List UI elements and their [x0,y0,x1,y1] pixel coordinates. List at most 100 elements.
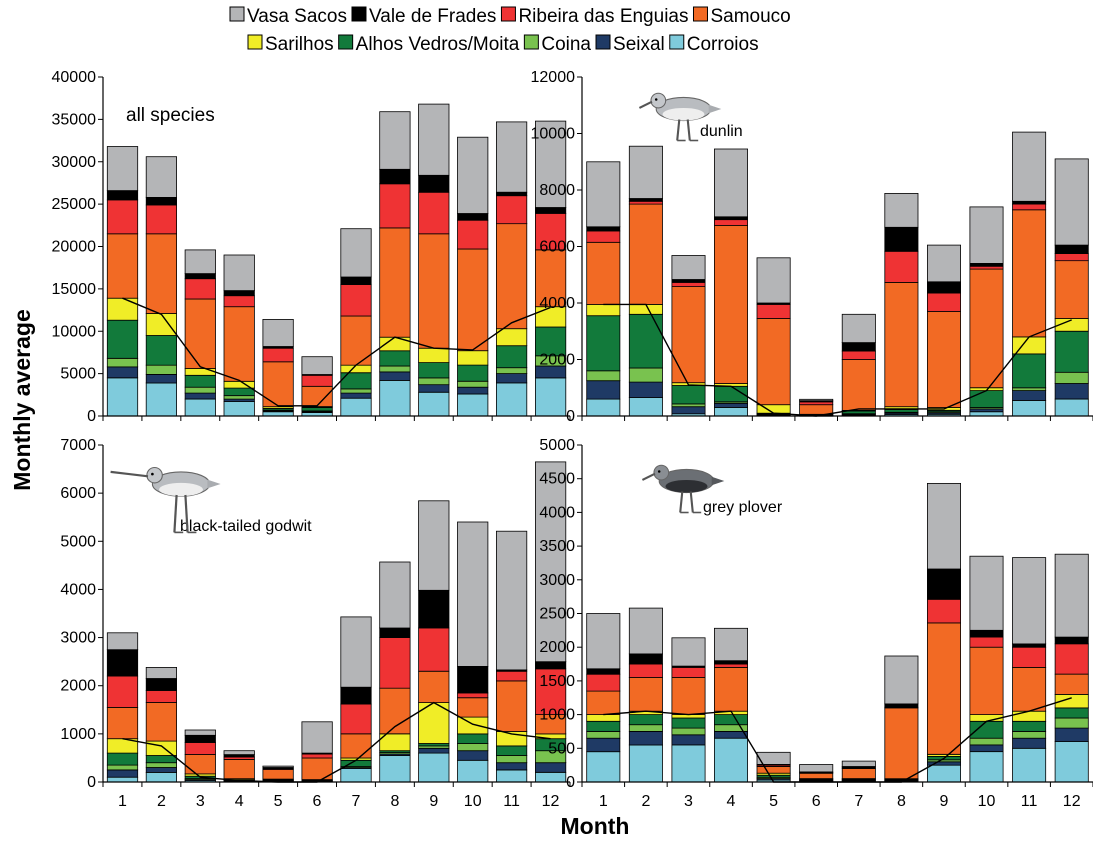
legend-swatch-sarilhos [247,34,263,50]
bar-black-tailed-godwit-m7-vale-de-frades [340,686,372,705]
black-tailed-godwit-icon [110,466,221,534]
bar-all-species-m11-seixal [495,373,528,384]
bar-grey-plover-m9-corroios [927,764,962,783]
bar-all-species-m6-samouco [301,385,333,407]
bar-black-tailed-godwit-m10-coina [457,743,489,752]
legend-label-ribeira-das-enguias: Ribeira das Enguias [518,6,688,27]
bar-dunlin-m5-samouco [756,318,791,406]
bar-black-tailed-godwit-m3-samouco [184,754,216,775]
bar-grey-plover-m8-vale-de-frades [884,703,919,708]
bar-dunlin-m11-corroios [1012,400,1047,417]
bar-grey-plover-m12-coina [1054,717,1089,729]
bar-all-species-m1-samouco [106,233,139,299]
bar-dunlin-m8-vale-de-frades [884,226,919,252]
x-tick-label: 6 [812,793,821,810]
panel-label-dunlin: dunlin [700,123,743,140]
bar-black-tailed-godwit-m10-ribeira-das-enguias [457,692,489,699]
legend-label-corroios: Corroios [687,34,759,55]
bar-all-species-m11-alhos-vedros-moita [495,345,528,369]
panel-grey-plover: 0 500 1000 1500 2000 2500 3000 3500 4000 4500 5000… [539,437,1093,810]
bar-grey-plover-m10-coina [969,737,1004,746]
bar-dunlin-m8-ribeira-das-enguias [884,250,919,283]
bar-black-tailed-godwit-m11-samouco [495,680,528,732]
bar-all-species-m1-vasa-sacos [106,146,139,191]
bar-dunlin-m12-alhos-vedros-moita [1054,330,1089,373]
y-tick-label: 3000 [60,630,96,647]
legend-label-samouco: Samouco [710,6,790,27]
bar-black-tailed-godwit-m1-corroios [106,776,139,783]
bar-dunlin-m6-vasa-sacos [799,398,834,402]
y-tick-label: 3500 [539,538,575,555]
bar-dunlin-m10-vasa-sacos [969,206,1004,264]
bar-grey-plover-m11-ribeira-das-enguias [1012,646,1047,668]
bar-all-species-m2-ribeira-das-enguias [145,204,177,235]
bar-all-species-m6-alhos-vedros-moita [301,407,333,412]
bar-all-species-m3-seixal [184,392,216,400]
bar-grey-plover-m4-samouco [714,667,749,712]
bar-grey-plover-m1-alhos-vedros-moita [586,720,621,732]
bar-grey-plover-m4-corroios [714,737,749,783]
bar-all-species-m1-alhos-vedros-moita [106,319,139,359]
bar-grey-plover-m12-corroios [1054,741,1089,783]
bar-dunlin-m11-vasa-sacos [1012,131,1047,202]
bar-black-tailed-godwit-m10-samouco [457,697,489,718]
bar-black-tailed-godwit-m2-corroios [145,772,177,783]
bar-all-species-m2-sarilhos [145,313,177,336]
x-tick-label: 12 [1063,793,1081,810]
x-tick-label: 1 [599,793,608,810]
x-tick-label: 9 [429,793,438,810]
bar-grey-plover-m11-coina [1012,731,1047,739]
bar-dunlin-m11-alhos-vedros-moita [1012,353,1047,389]
bar-dunlin-m7-vale-de-frades [841,342,876,352]
trend-line-all-species [122,297,551,407]
y-axis-title: Monthly average [9,309,35,491]
bar-grey-plover-m1-corroios [586,751,621,783]
bar-grey-plover-m3-coina [671,727,706,736]
bar-black-tailed-godwit-m11-seixal [495,762,528,771]
bar-black-tailed-godwit-m10-sarilhos [457,716,489,735]
bar-dunlin-m12-corroios [1054,398,1089,417]
bar-dunlin-m4-ribeira-das-enguias [714,219,749,226]
bar-grey-plover-m11-corroios [1012,747,1047,783]
bar-dunlin-m12-seixal [1054,383,1089,400]
bar-black-tailed-godwit-m1-ribeira-das-enguias [106,675,139,708]
bar-grey-plover-m4-vale-de-frades [714,660,749,665]
bar-black-tailed-godwit-m3-vale-de-frades [184,734,216,743]
x-tick-label: 3 [196,793,205,810]
bar-all-species-m8-seixal [379,371,411,381]
bar-all-species-m9-vasa-sacos [418,103,450,176]
legend-item-alhos-vedros-moita: Alhos Vedros/Moita [338,34,520,55]
bar-black-tailed-godwit-m9-vasa-sacos [418,500,450,591]
bar-all-species-m1-vale-de-frades [106,190,139,201]
legend-item-coina: Coina [523,34,591,55]
bar-dunlin-m3-vasa-sacos [671,255,706,280]
bar-all-species-m1-ribeira-das-enguias [106,199,139,235]
bar-dunlin-m4-vale-de-frades [714,216,749,221]
bar-all-species-m5-ribeira-das-enguias [262,347,294,363]
bar-black-tailed-godwit-m9-vale-de-frades [418,590,450,629]
bar-black-tailed-godwit-m4-vasa-sacos [223,750,255,756]
bar-all-species-m8-corroios [379,379,411,417]
bar-dunlin-m10-alhos-vedros-moita [969,390,1004,408]
bar-all-species-m7-vasa-sacos [340,228,372,278]
bar-dunlin-m2-alhos-vedros-moita [628,313,663,369]
y-tick-label: 1500 [539,673,575,690]
bar-grey-plover-m7-samouco [841,768,876,780]
bar-grey-plover-m10-corroios [969,751,1004,783]
bar-grey-plover-m4-ribeira-das-enguias [714,663,749,668]
bar-dunlin-m1-seixal [586,380,621,400]
x-tick-label: 11 [1021,793,1038,810]
bar-dunlin-m5-vasa-sacos [756,257,791,304]
x-tick-label: 3 [684,793,693,810]
bar-dunlin-m10-corroios [969,411,1004,417]
bar-all-species-m7-sarilhos [340,364,372,374]
y-tick-label: 0 [87,408,96,425]
bar-dunlin-m8-samouco [884,281,919,408]
y-tick-label: 5000 [60,533,96,550]
legend-item-vasa-sacos: Vasa Sacos [229,6,347,27]
y-tick-label: 0 [566,774,575,791]
bar-grey-plover-m8-vasa-sacos [884,655,919,705]
panel-dunlin: 0 2000 4000 6000 8000 10000 12000 [531,69,1093,425]
bar-dunlin-m9-ribeira-das-enguias [927,292,962,312]
bar-black-tailed-godwit-m2-alhos-vedros-moita [145,755,177,764]
